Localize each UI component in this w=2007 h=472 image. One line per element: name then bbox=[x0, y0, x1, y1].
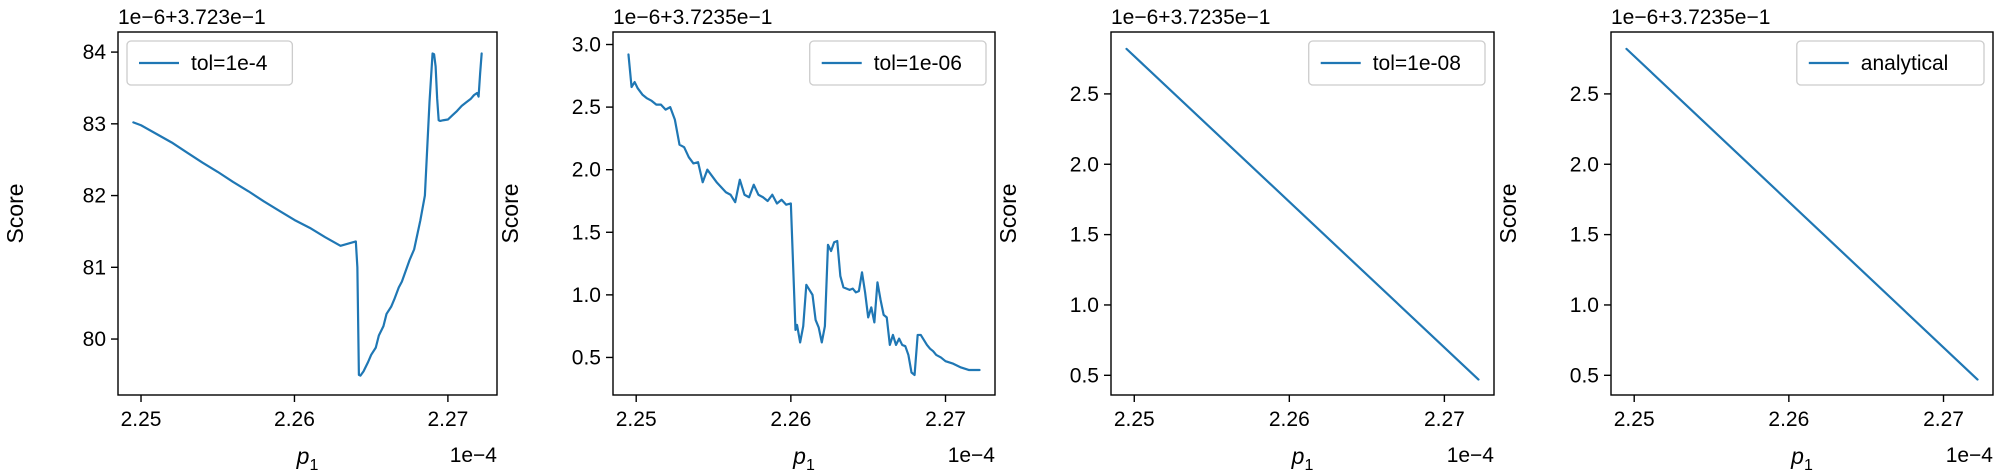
x-tick-label: 2.27 bbox=[427, 408, 468, 431]
plot-area bbox=[613, 32, 995, 395]
axes-frame bbox=[117, 31, 498, 396]
y-tick-label: 2.0 bbox=[1570, 153, 1599, 176]
x-axis-label: p1 bbox=[296, 443, 319, 472]
y-axis-label: Score bbox=[995, 183, 1021, 243]
data-line-series-1 bbox=[627, 53, 981, 377]
legend-box bbox=[1796, 40, 1985, 86]
legend-label: tol=1e-4 bbox=[191, 52, 268, 75]
y-axis-label: Score bbox=[2, 183, 28, 243]
x-axis-label-subscript: 1 bbox=[1804, 457, 1813, 472]
y-tick-label: 2.0 bbox=[572, 159, 601, 182]
x-tick-label: 2.25 bbox=[616, 408, 657, 431]
y-offset-label: 1e−6+3.7235e−1 bbox=[613, 6, 772, 29]
x-tick-label: 2.25 bbox=[1114, 408, 1155, 431]
axes-frame bbox=[1610, 31, 1994, 396]
x-axis-label-base: p bbox=[792, 443, 806, 469]
y-tick-label: 0.5 bbox=[1070, 364, 1099, 387]
axes-frame bbox=[612, 31, 996, 396]
x-tick-label: 2.27 bbox=[1923, 408, 1964, 431]
legend-box bbox=[126, 40, 294, 86]
chart-panel-4: 2.25 2.26 2.27 0.5 1.0 1.5 2.0 2.5 1e−6+3.7235e−… bbox=[1495, 6, 1994, 472]
data-line-series-1 bbox=[1125, 47, 1480, 381]
y-tick-label: 82 bbox=[83, 185, 106, 208]
y-tick-label: 1.5 bbox=[572, 221, 601, 244]
y-tick-label: 81 bbox=[83, 256, 106, 279]
chart-panel-2: 2.25 2.26 2.27 0.5 1.0 1.5 2.0 2.5 3.0 1e−6+3.723… bbox=[497, 6, 996, 472]
legend: analytical bbox=[1796, 40, 1985, 86]
y-tick-label: 3.0 bbox=[572, 34, 601, 57]
x-offset-label: 1e−4 bbox=[1946, 444, 1994, 467]
x-axis-label-subscript: 1 bbox=[806, 457, 815, 472]
y-tick-label: 1.5 bbox=[1570, 224, 1599, 247]
legend: tol=1e-08 bbox=[1308, 40, 1486, 86]
x-axis-label-base: p bbox=[1291, 443, 1305, 469]
x-axis-label: p1 bbox=[792, 443, 815, 472]
y-offset-label: 1e−6+3.7235e−1 bbox=[1111, 6, 1270, 29]
x-tick-label: 2.27 bbox=[1424, 408, 1465, 431]
legend-label: analytical bbox=[1861, 52, 1949, 75]
x-axis-label-base: p bbox=[296, 443, 310, 469]
y-offset-label: 1e−6+3.7235e−1 bbox=[1611, 6, 1770, 29]
y-tick-label: 2.0 bbox=[1070, 153, 1099, 176]
x-tick-label: 2.25 bbox=[121, 408, 162, 431]
y-tick-label: 80 bbox=[83, 328, 106, 351]
y-tick-label: 2.5 bbox=[572, 96, 601, 119]
x-axis-label-base: p bbox=[1790, 443, 1804, 469]
x-axis-label: p1 bbox=[1790, 443, 1813, 472]
legend: tol=1e-06 bbox=[809, 40, 987, 86]
data-line-series-1 bbox=[132, 52, 483, 377]
y-tick-label: 2.5 bbox=[1070, 83, 1099, 106]
y-axis-label: Score bbox=[497, 183, 523, 243]
x-tick-label: 2.26 bbox=[770, 408, 811, 431]
legend: tol=1e-4 bbox=[126, 40, 294, 86]
legend-label: tol=1e-08 bbox=[1373, 52, 1461, 75]
chart-panel-3: 2.25 2.26 2.27 0.5 1.0 1.5 2.0 2.5 1e−6+3.7235e−… bbox=[995, 6, 1495, 472]
y-tick-label: 0.5 bbox=[572, 346, 601, 369]
x-tick-label: 2.26 bbox=[1269, 408, 1310, 431]
x-tick-label: 2.26 bbox=[1768, 408, 1809, 431]
data-line-series-1 bbox=[1625, 47, 1979, 381]
y-tick-label: 1.0 bbox=[572, 284, 601, 307]
y-tick-label: 1.0 bbox=[1570, 294, 1599, 317]
y-axis-label: Score bbox=[1495, 183, 1521, 243]
plot-area bbox=[118, 32, 497, 395]
legend-label: tol=1e-06 bbox=[874, 52, 962, 75]
legend-box bbox=[1308, 40, 1486, 86]
axes-frame bbox=[1110, 31, 1495, 396]
y-tick-label: 2.5 bbox=[1570, 83, 1599, 106]
x-tick-label: 2.26 bbox=[274, 408, 315, 431]
y-tick-label: 1.0 bbox=[1070, 294, 1099, 317]
y-tick-label: 0.5 bbox=[1570, 364, 1599, 387]
chart-panel-1: 2.25 2.26 2.27 80 81 82 83 84 1e−6+3.723e−1 1e−4 p… bbox=[2, 6, 498, 472]
x-tick-label: 2.25 bbox=[1614, 408, 1655, 431]
x-axis-label-subscript: 1 bbox=[1304, 457, 1313, 472]
x-tick-label: 2.27 bbox=[925, 408, 966, 431]
y-tick-label: 84 bbox=[83, 41, 107, 64]
y-offset-label: 1e−6+3.723e−1 bbox=[118, 6, 266, 29]
x-offset-label: 1e−4 bbox=[1447, 444, 1495, 467]
x-axis-label: p1 bbox=[1291, 443, 1314, 472]
x-offset-label: 1e−4 bbox=[948, 444, 996, 467]
y-tick-label: 83 bbox=[83, 113, 106, 136]
x-axis-label-subscript: 1 bbox=[309, 457, 318, 472]
legend-box bbox=[809, 40, 987, 86]
x-offset-label: 1e−4 bbox=[450, 444, 498, 467]
y-tick-label: 1.5 bbox=[1070, 224, 1099, 247]
